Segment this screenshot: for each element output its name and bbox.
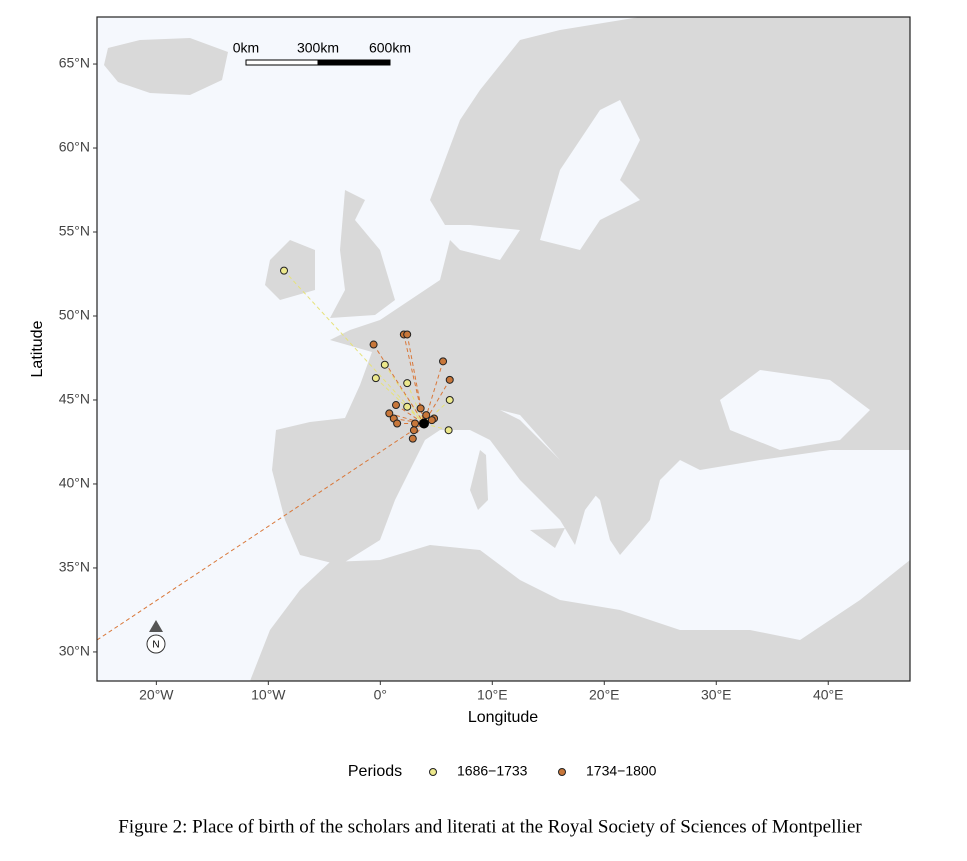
link (395, 404, 425, 424)
y-tick-label: 55°N (59, 223, 90, 239)
x-tick-label: 10°E (477, 687, 508, 703)
x-axis-title: Longitude (468, 709, 538, 726)
scale-segment (245, 59, 319, 66)
x-tick-label: 40°E (813, 687, 844, 703)
legend-swatch (558, 768, 566, 776)
y-tick-label: 40°N (59, 475, 90, 491)
legend-label: 1734−1800 (586, 763, 657, 779)
point (391, 401, 400, 410)
point (409, 426, 418, 435)
link (406, 382, 425, 424)
point (403, 330, 412, 339)
x-tick-label: 10°W (251, 687, 286, 703)
point (427, 416, 436, 425)
map (97, 17, 910, 681)
africa (250, 545, 910, 681)
point (439, 357, 448, 366)
marks (280, 266, 454, 443)
target-point (418, 418, 429, 429)
black-sea (720, 370, 870, 450)
point (280, 266, 289, 275)
point (369, 340, 378, 349)
point (445, 375, 454, 384)
legend-swatch (429, 768, 437, 776)
point (444, 426, 453, 435)
scale-label: 600km (369, 40, 411, 56)
legend: 1686−1733 1734−1800 (429, 763, 657, 779)
sicily (530, 528, 565, 548)
x-tick-label: 0° (374, 687, 387, 703)
link-offmap (97, 422, 425, 641)
north-arrow: N (146, 620, 166, 654)
iceland (104, 38, 228, 95)
link (406, 334, 425, 424)
y-axis-title: Latitude (29, 320, 46, 377)
scale-segment (317, 59, 391, 66)
point (411, 419, 420, 428)
y-tick-label: 30°N (59, 643, 90, 659)
point (445, 395, 454, 404)
legend-label: 1686−1733 (457, 763, 528, 779)
y-tick-label: 60°N (59, 139, 90, 155)
x-tick-label: 20°W (139, 687, 174, 703)
corsica-sardinia (470, 450, 488, 510)
link (373, 344, 425, 424)
scale-label: 300km (297, 40, 339, 56)
x-tick-label: 30°E (701, 687, 732, 703)
point (422, 411, 431, 420)
link (423, 361, 444, 424)
point (403, 379, 412, 388)
y-tick-label: 35°N (59, 559, 90, 575)
caption: Figure 2: Place of birth of the scholars… (118, 816, 862, 837)
point (393, 419, 402, 428)
north-label: N (152, 640, 159, 651)
y-tick-label: 50°N (59, 307, 90, 323)
scale-bar: 0km 300km 600km (233, 40, 411, 66)
point (403, 402, 412, 411)
britain (330, 190, 395, 318)
point (416, 404, 425, 413)
link (403, 334, 425, 424)
y-tick-label: 45°N (59, 391, 90, 407)
point (380, 360, 389, 369)
point (371, 374, 380, 383)
frame (96, 16, 911, 682)
legend-title: Periods (348, 763, 402, 780)
point (385, 409, 394, 418)
y-tick-label: 65°N (59, 55, 90, 71)
point (408, 434, 417, 443)
baltic-sea (540, 100, 640, 250)
x-tick-label: 20°E (589, 687, 620, 703)
arrow (149, 620, 163, 632)
arrow-circle (146, 634, 166, 654)
link (384, 364, 425, 424)
ireland (265, 240, 315, 300)
scale-label: 0km (233, 40, 259, 56)
link (393, 417, 425, 424)
